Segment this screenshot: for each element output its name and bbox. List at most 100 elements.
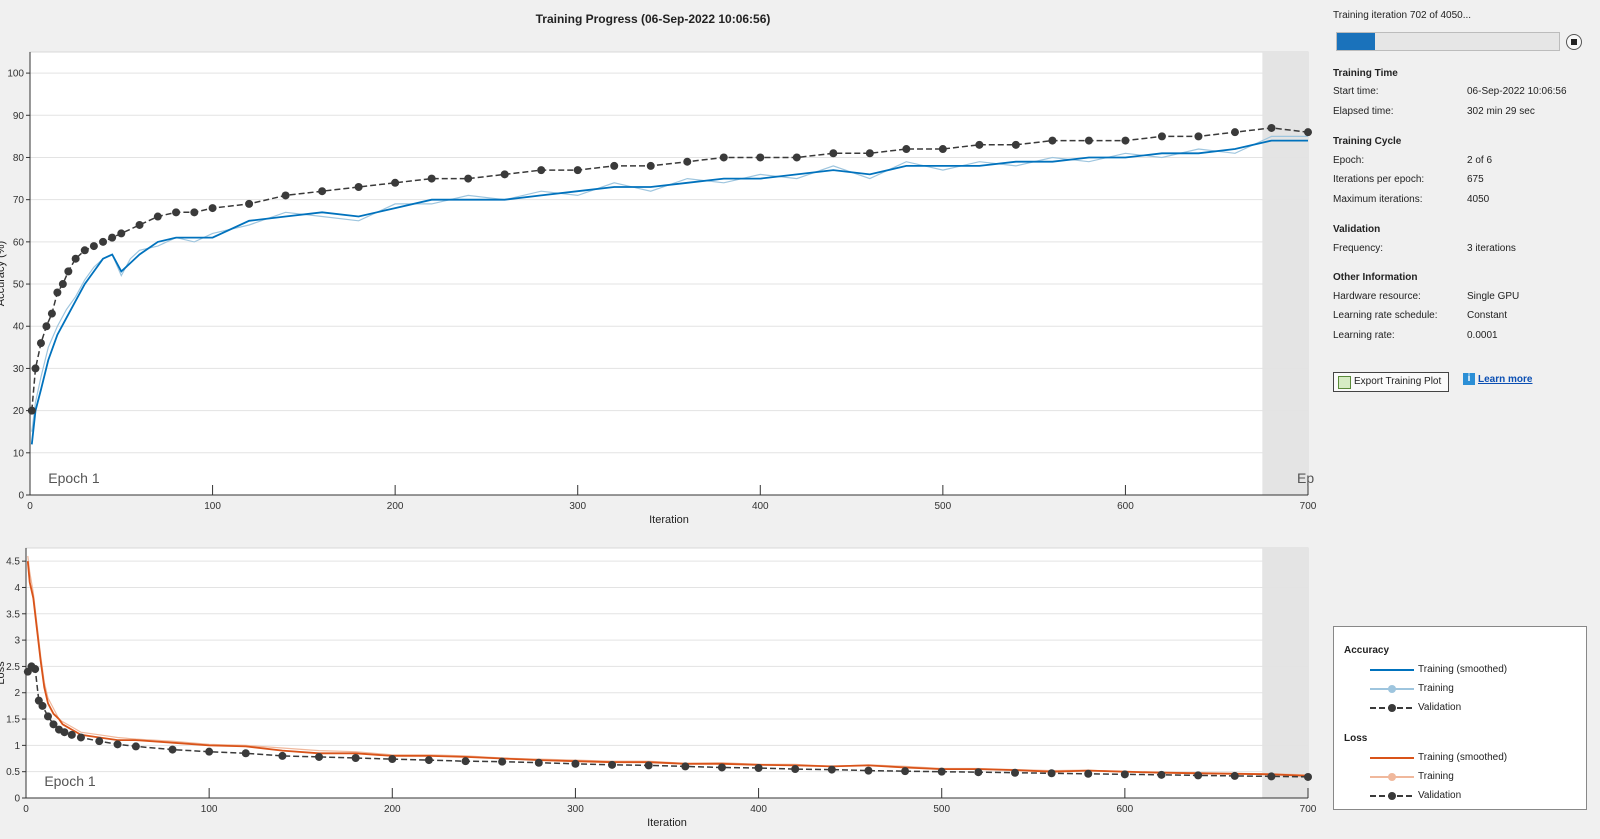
loss-validation-point: [1120, 770, 1129, 779]
learn-more: i Learn more: [1463, 373, 1532, 385]
accuracy-xtick-label: 200: [387, 501, 404, 512]
legend-marker-icon: [1370, 773, 1414, 781]
accuracy-ytick-label: 60: [13, 237, 25, 248]
info-icon: i: [1463, 373, 1475, 385]
loss-validation-point: [571, 759, 580, 768]
accuracy-xtick-label: 600: [1117, 501, 1134, 512]
legend-label: Training (smoothed): [1418, 752, 1508, 763]
accuracy-validation-point: [190, 208, 199, 217]
accuracy-validation-point: [31, 364, 40, 373]
loss-validation-point: [754, 764, 763, 772]
loss-xtick-label: 400: [750, 804, 767, 815]
info-row-epoch: Epoch: 2 of 6: [1333, 155, 1600, 169]
loss-validation-point: [315, 752, 324, 761]
section-training-cycle-title: Training Cycle: [1333, 136, 1402, 147]
info-row-learning-rate: Learning rate: 0.0001: [1333, 330, 1600, 344]
accuracy-epoch2-region: [1262, 52, 1308, 495]
legend-label: Training: [1418, 683, 1454, 694]
accuracy-validation-point: [683, 157, 692, 166]
loss-validation-point: [43, 712, 52, 721]
learn-more-link[interactable]: Learn more: [1478, 373, 1533, 385]
accuracy-epoch-label: Epoch 1: [48, 470, 100, 486]
legend-accuracy-validation: Validation: [1370, 701, 1580, 715]
loss-xtick-label: 0: [23, 804, 29, 815]
loss-ytick-label: 1: [14, 741, 20, 752]
export-training-plot-button[interactable]: Export Training Plot: [1333, 372, 1449, 392]
legend-marker-icon: [1370, 685, 1414, 693]
legend-label: Validation: [1418, 790, 1462, 801]
loss-validation-point: [424, 756, 433, 765]
loss-validation-point: [1010, 768, 1019, 777]
window-title: Training Progress (06-Sep-2022 10:06:56): [535, 12, 771, 26]
accuracy-validation-point: [80, 246, 89, 255]
loss-xtick-label: 100: [201, 804, 218, 815]
loss-validation-point: [1267, 772, 1276, 781]
loss-validation-point: [168, 745, 177, 754]
legend-loss-validation: Validation: [1370, 789, 1580, 803]
loss-epoch-label: Epoch 1: [44, 773, 96, 789]
loss-validation-point: [241, 749, 250, 758]
info-label: Frequency:: [1333, 243, 1384, 254]
loss-ytick-label: 4.5: [6, 557, 20, 568]
loss-validation-point: [827, 765, 836, 774]
loss-ytick-label: 0: [14, 794, 20, 805]
accuracy-validation-point: [36, 339, 45, 348]
legend-marker-icon: [1370, 704, 1414, 712]
accuracy-validation-point: [71, 254, 80, 263]
accuracy-validation-point: [938, 145, 947, 154]
loss-chart: 0 0.5 1 1.5 2 2.5 3 3.5 4 4.5 0 100 200 300 400 500 600 7…: [0, 547, 1317, 829]
accuracy-ytick-label: 70: [13, 195, 25, 206]
loss-validation-point: [351, 754, 360, 762]
info-value: 4050: [1467, 194, 1490, 205]
info-label: Learning rate:: [1333, 330, 1395, 341]
loss-validation-point: [205, 747, 214, 756]
accuracy-validation-point: [792, 153, 801, 162]
legend-line-icon: [1370, 757, 1414, 759]
legend-loss-title: Loss: [1344, 733, 1368, 744]
accuracy-validation-point: [153, 212, 162, 221]
export-plot-icon: [1338, 376, 1351, 389]
accuracy-xtick-label: 300: [569, 501, 586, 512]
accuracy-validation-point: [108, 233, 117, 242]
loss-validation-point: [113, 740, 122, 749]
loss-validation-point: [1084, 769, 1093, 778]
accuracy-validation-point: [135, 220, 144, 229]
info-row-maximum-iterations: Maximum iterations: 4050: [1333, 194, 1600, 208]
loss-ytick-label: 2: [14, 688, 20, 699]
accuracy-validation-point: [756, 153, 765, 162]
accuracy-ytick-label: 10: [13, 448, 25, 459]
info-row-hardware-resource: Hardware resource: Single GPU: [1333, 291, 1600, 305]
stop-training-button[interactable]: [1566, 34, 1582, 50]
accuracy-validation-point: [464, 174, 473, 183]
legend-accuracy-title: Accuracy: [1344, 645, 1390, 656]
accuracy-ytick-label: 40: [13, 322, 25, 333]
loss-validation-point: [937, 767, 946, 776]
loss-validation-point: [498, 757, 507, 766]
accuracy-xtick-label: 500: [935, 501, 952, 512]
loss-validation-point: [76, 733, 85, 742]
accuracy-xtick-label: 100: [204, 501, 221, 512]
accuracy-ytick-label: 0: [18, 491, 24, 502]
loss-ytick-label: 3: [14, 636, 20, 647]
accuracy-validation-point: [64, 267, 73, 276]
info-label: Elapsed time:: [1333, 106, 1394, 117]
accuracy-validation-point: [42, 322, 51, 331]
info-value: 2 of 6: [1467, 155, 1493, 166]
accuracy-validation-point: [719, 153, 728, 162]
loss-validation-point: [38, 701, 47, 710]
info-row-learning-rate-schedule: Learning rate schedule: Constant: [1333, 310, 1600, 324]
loss-validation-point: [60, 728, 69, 737]
accuracy-validation-point: [1011, 140, 1020, 149]
accuracy-xtick-label: 400: [752, 501, 769, 512]
accuracy-validation-point: [573, 166, 582, 175]
info-value: 3 iterations: [1467, 243, 1516, 254]
loss-validation-point: [67, 730, 76, 739]
loss-validation-point: [388, 755, 397, 764]
accuracy-validation-point: [500, 170, 509, 179]
accuracy-validation-point: [902, 145, 911, 154]
accuracy-ytick-label: 100: [7, 69, 24, 80]
loss-validation-point: [864, 766, 873, 775]
loss-validation-point: [1194, 771, 1203, 780]
loss-xtick-label: 200: [384, 804, 401, 815]
accuracy-validation-point: [53, 288, 62, 297]
